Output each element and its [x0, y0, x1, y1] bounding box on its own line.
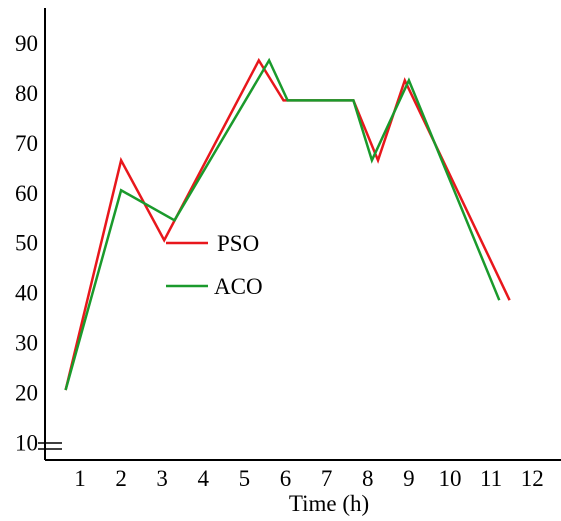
x-tick-label-8: 8 [362, 466, 374, 491]
x-tick-label-1: 1 [74, 466, 86, 491]
y-tick-label-60: 60 [15, 181, 38, 206]
y-tick-label-30: 30 [15, 331, 38, 356]
series-line-aco [64, 57, 501, 391]
y-tick-label-20: 20 [15, 381, 38, 406]
legend: PSO ACO [166, 231, 263, 299]
x-tick-label-3: 3 [156, 466, 168, 491]
x-tick-label-11: 11 [480, 466, 502, 491]
series-aco [64, 57, 501, 391]
axis-break-marker [38, 442, 62, 450]
series-line-pso [64, 57, 511, 391]
y-tick-labels: 10 20 30 40 50 60 70 80 90 [15, 31, 38, 456]
x-tick-label-12: 12 [521, 466, 544, 491]
y-tick-label-90: 90 [15, 31, 38, 56]
y-tick-label-80: 80 [15, 81, 38, 106]
legend-label-aco: ACO [214, 274, 263, 299]
x-tick-label-10: 10 [438, 466, 461, 491]
x-tick-labels: 1 2 3 4 5 6 7 8 9 10 11 12 [74, 466, 544, 491]
series-layer [64, 57, 511, 391]
x-tick-label-5: 5 [239, 466, 251, 491]
x-tick-label-9: 9 [403, 466, 415, 491]
x-tick-label-6: 6 [280, 466, 292, 491]
legend-label-pso: PSO [217, 231, 259, 256]
series-pso [64, 57, 511, 391]
x-tick-label-2: 2 [115, 466, 127, 491]
x-tick-label-7: 7 [321, 466, 333, 491]
y-tick-label-40: 40 [15, 281, 38, 306]
x-axis-title: Time (h) [289, 491, 369, 516]
y-tick-label-50: 50 [15, 231, 38, 256]
x-tick-label-4: 4 [198, 466, 210, 491]
y-tick-label-10: 10 [15, 431, 38, 456]
y-tick-label-70: 70 [15, 131, 38, 156]
axes [38, 8, 561, 461]
